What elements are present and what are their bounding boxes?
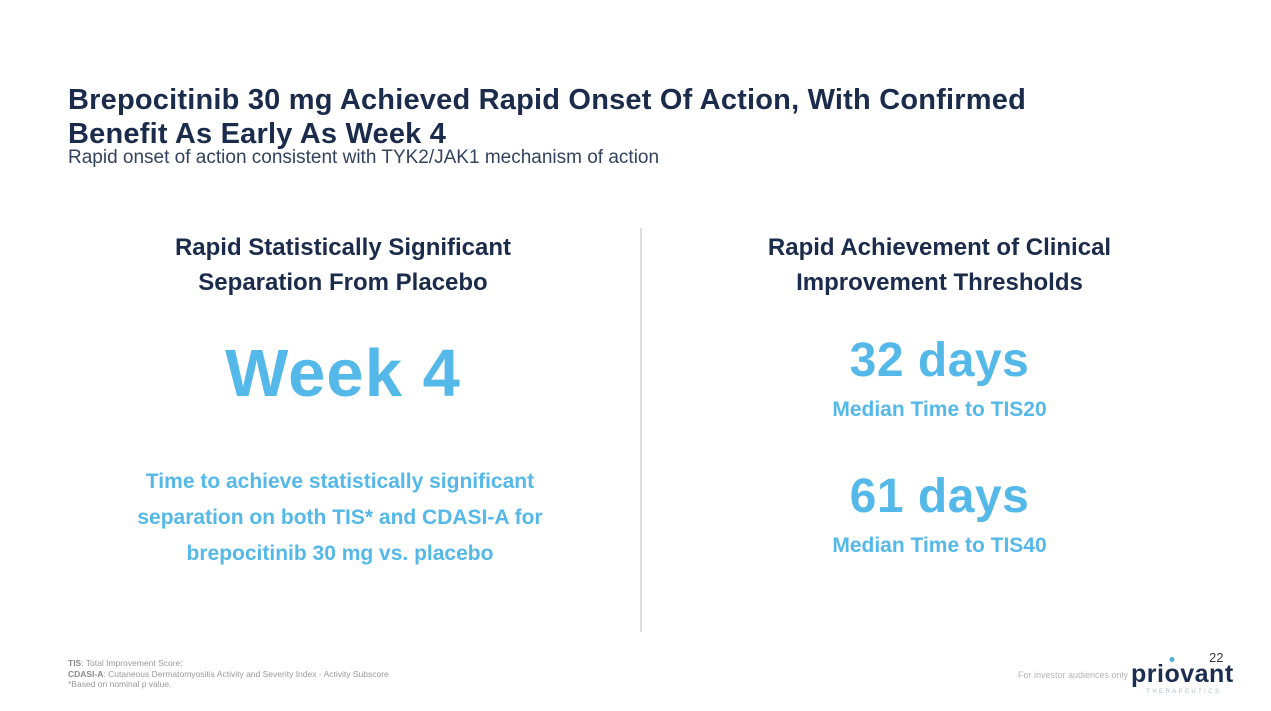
footnote-tis: TIS: Total Improvement Score;	[68, 658, 389, 669]
stat-tis20: 32 days Median Time to TIS20	[682, 334, 1197, 422]
footnote-cdasi-term: CDASI-A	[68, 668, 104, 679]
footnote-cdasi-def: : Cutaneous Dermatomyositis Activity and…	[103, 668, 389, 679]
stat-tis40-value: 61 days	[849, 470, 1030, 523]
footnotes: TIS: Total Improvement Score; CDASI-A: C…	[68, 658, 389, 690]
priovant-subtext: THERAPEUTICS	[1146, 689, 1222, 695]
footnote-tis-term: TIS	[68, 658, 82, 668]
stat-tis20-value: 32 days	[849, 334, 1030, 387]
stat-tis40-label: Median Time to TIS40	[832, 534, 1047, 557]
week4-big-value: Week 4	[225, 336, 461, 411]
logo-o-with-dot-icon: o	[1164, 660, 1181, 688]
investor-disclaimer: For investor audiences only	[1018, 670, 1129, 680]
left-panel-body: Time to achieve statistically significan…	[137, 470, 543, 565]
footnote-cdasi: CDASI-A: Cutaneous Dermatomyositis Activ…	[68, 669, 389, 680]
page-number: 22	[1209, 650, 1224, 665]
priovant-logo: priovant THERAPEUTICS	[1131, 661, 1234, 696]
slide-title: Brepocitinib 30 mg Achieved Rapid Onset …	[68, 84, 1027, 151]
footnote-pvalue: *Based on nominal p value.	[68, 679, 172, 689]
right-panel-heading: Rapid Achievement of Clinical Improvement…	[767, 234, 1112, 296]
logo-text-pre: pri	[1131, 660, 1165, 688]
priovant-wordmark: priovant	[1131, 661, 1234, 688]
slide-subtitle: Rapid onset of action consistent with TY…	[68, 147, 660, 168]
logo-text-post: vant	[1180, 660, 1234, 688]
footnote-tis-def: : Total Improvement Score;	[81, 658, 183, 668]
stat-tis40: 61 days Median Time to TIS40	[682, 470, 1197, 558]
left-panel-heading: Rapid Statistically Significant Separatio…	[174, 234, 512, 296]
vertical-divider	[640, 228, 642, 632]
stat-tis20-label: Median Time to TIS20	[832, 398, 1047, 421]
